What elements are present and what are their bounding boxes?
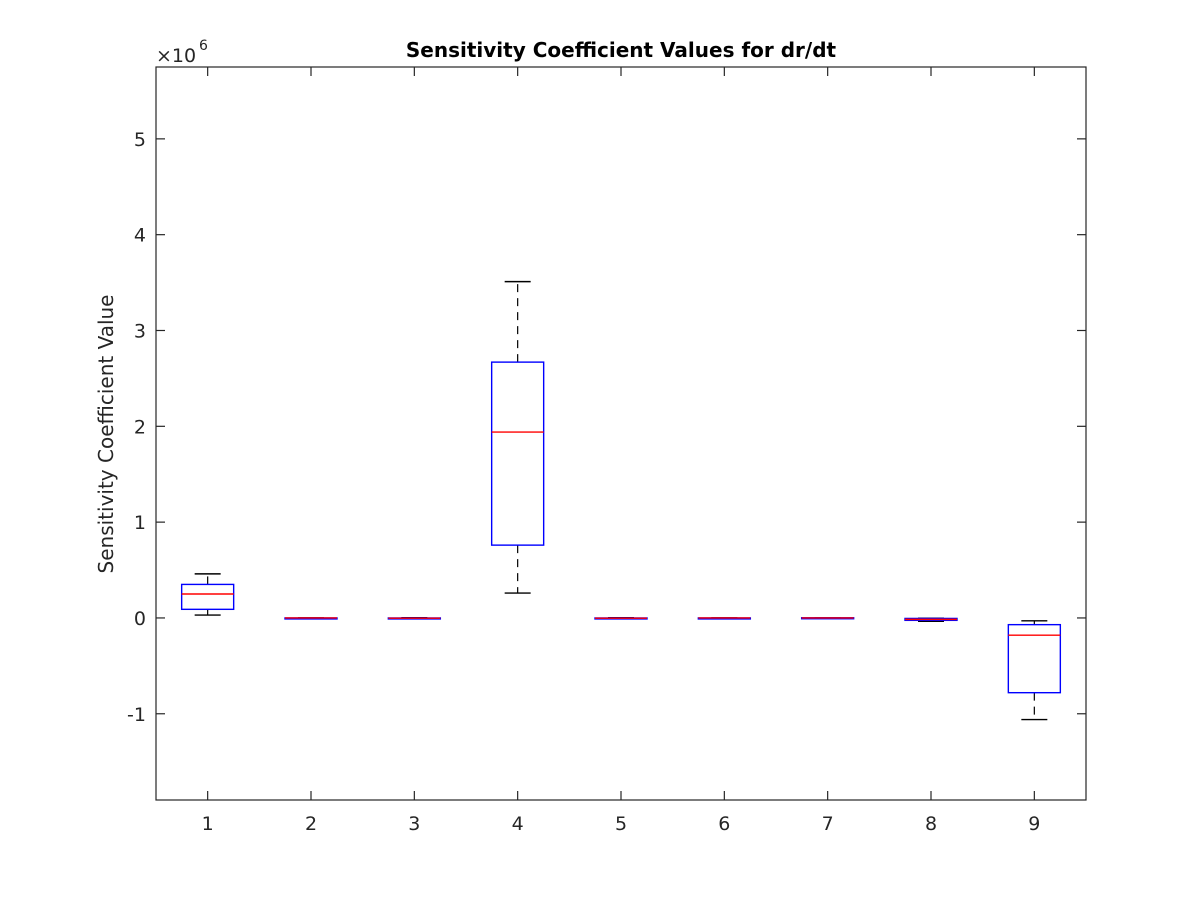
y-tick-label: 0: [134, 608, 146, 630]
x-tick-label: 6: [718, 813, 730, 835]
y-tick-label: 3: [134, 320, 146, 342]
box-iqr: [490, 361, 545, 546]
y-exponent-base: ×10: [156, 45, 196, 67]
x-tick-label: 7: [822, 813, 834, 835]
x-tick-label: 9: [1028, 813, 1040, 835]
y-axis-label: Sensitivity Coefficient Value: [94, 295, 118, 574]
box-iqr: [1007, 623, 1062, 694]
y-tick-label: 4: [134, 225, 146, 247]
y-tick-label: 2: [134, 416, 146, 438]
x-tick-label: 1: [202, 813, 214, 835]
x-tick-label: 2: [305, 813, 317, 835]
x-tick-label: 8: [925, 813, 937, 835]
y-exponent-power: 6: [199, 38, 208, 54]
x-tick-label: 3: [408, 813, 420, 835]
y-tick-label: -1: [127, 704, 146, 726]
plot-area: -1 0 1 2 3 4 5 1 2 3 4 5 6 7 8 9: [127, 66, 1087, 835]
x-tick-label: 5: [615, 813, 627, 835]
y-tick-label: 5: [134, 129, 146, 151]
chart-title: Sensitivity Coefficient Values for dr/dt: [406, 38, 837, 62]
x-tick-label: 4: [512, 813, 524, 835]
y-exponent: ×10 6: [156, 38, 208, 67]
y-tick-label: 1: [134, 512, 146, 534]
box-iqr: [180, 583, 235, 611]
